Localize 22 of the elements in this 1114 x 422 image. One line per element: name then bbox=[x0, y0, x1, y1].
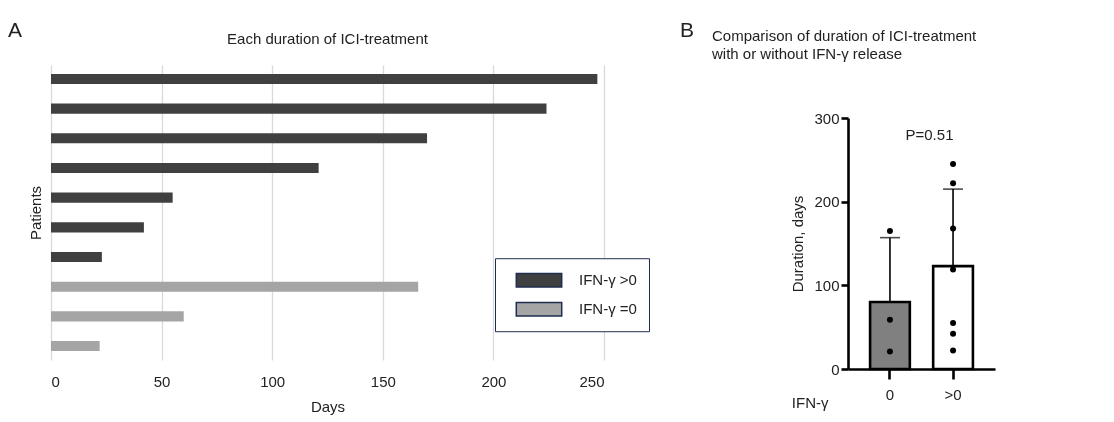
y-axis-title: Duration, days bbox=[789, 195, 807, 293]
x-tick-label: 150 bbox=[370, 372, 396, 390]
y-axis-title: Patients bbox=[26, 185, 44, 241]
chart-title: Comparison of duration of ICI-treatment with or without IFN-γ release bbox=[711, 27, 978, 62]
text: B bbox=[680, 18, 695, 41]
x-tick-label: 0 bbox=[51, 372, 60, 390]
x-axis-title: Days bbox=[310, 397, 346, 415]
y-tick-label: 0 bbox=[831, 360, 840, 378]
legend-label: IFN-γ =0 bbox=[579, 300, 637, 318]
x-axis-title: IFN-γ bbox=[791, 393, 829, 411]
annotation: P=0.51 bbox=[905, 126, 954, 143]
x-tick-label: 250 bbox=[579, 372, 605, 390]
x-tick-label: 50 bbox=[153, 372, 171, 390]
x-tick-label: 200 bbox=[481, 372, 507, 390]
y-tick-label: 200 bbox=[814, 193, 840, 211]
x-tick-label: >0 bbox=[944, 385, 962, 403]
legend-label: IFN-γ >0 bbox=[579, 271, 637, 289]
y-tick-label: 100 bbox=[814, 276, 840, 294]
chart-title: Each duration of ICI-treatment bbox=[227, 30, 429, 47]
y-tick-label: 300 bbox=[814, 109, 840, 127]
text: A bbox=[8, 18, 23, 41]
x-tick-label: 100 bbox=[260, 372, 286, 390]
